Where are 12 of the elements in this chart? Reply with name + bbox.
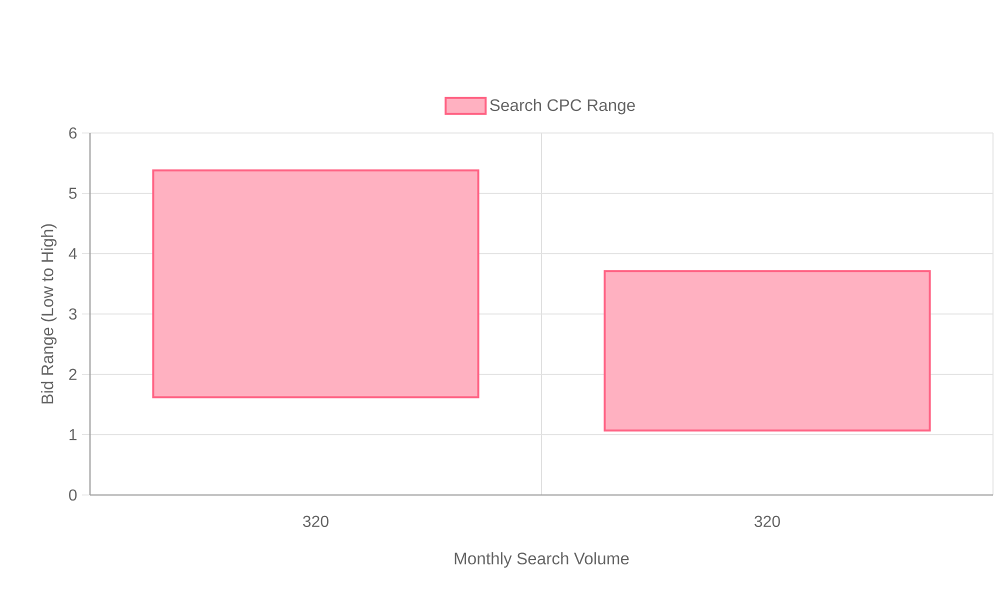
y-tick-label: 1: [70, 429, 76, 440]
legend-label: Search CPC Range: [490, 98, 635, 114]
x-axis-title: Monthly Search Volume: [454, 552, 629, 568]
y-tick-label: 0: [69, 489, 77, 501]
x-tick-label: 320: [754, 516, 780, 528]
y-tick-label: 6: [69, 127, 77, 139]
y-tick-label: 3: [68, 308, 77, 320]
y-tick-label: 4: [68, 248, 77, 260]
y-tick-label: 5: [69, 188, 77, 199]
y-tick-label: 2: [69, 368, 76, 380]
y-axis-title: Bid Range (Low to High): [41, 224, 57, 404]
x-tick-label: 320: [303, 516, 328, 528]
